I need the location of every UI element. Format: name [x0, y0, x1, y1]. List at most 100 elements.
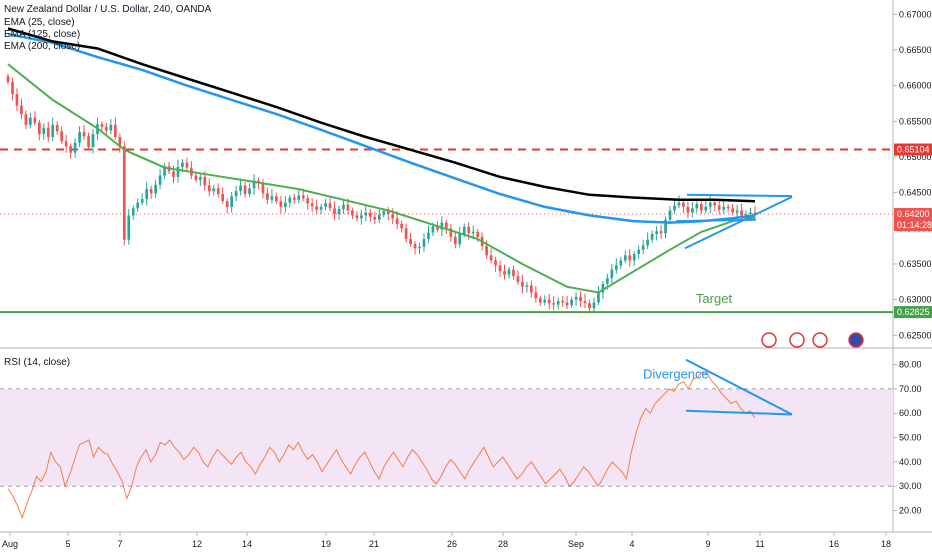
time-tick-label: 16	[829, 539, 839, 549]
candle-body	[324, 203, 327, 207]
time-tick-label: Sep	[568, 539, 584, 549]
candle-body	[230, 196, 233, 207]
candle-body	[677, 202, 681, 206]
candle-body	[64, 141, 68, 147]
chart-title: New Zealand Dollar / U.S. Dollar, 240, O…	[4, 4, 212, 15]
current-price-badge: 0.64200	[897, 209, 930, 219]
candle-body	[449, 228, 453, 237]
candle-body	[717, 205, 721, 210]
candle-body	[114, 124, 117, 137]
candle-body	[176, 166, 180, 177]
candle-body	[91, 134, 95, 147]
candle-body	[243, 185, 247, 195]
candle-body	[668, 210, 672, 220]
candle-body	[565, 302, 569, 306]
candle-body	[346, 204, 350, 211]
candle-body	[673, 205, 676, 211]
candle-body	[400, 224, 403, 229]
ema-125-line	[7, 32, 756, 224]
candle-body	[87, 136, 90, 147]
candle-body	[583, 301, 587, 304]
rsi-tick-label: 50.00	[899, 433, 922, 443]
time-tick-label: 21	[369, 539, 379, 549]
candle-body	[252, 180, 256, 189]
candle-body	[516, 276, 520, 282]
price-tick-label: 0.65000	[899, 152, 932, 162]
candle-body	[462, 226, 466, 234]
candle-body	[163, 166, 166, 176]
candle-body	[315, 206, 318, 210]
candle-body	[538, 298, 542, 303]
current-price-badge-bg	[894, 208, 932, 221]
candle-body	[82, 131, 86, 137]
candle-body	[498, 265, 502, 272]
rsi-panel: 80.00 70.00 60.00 50.00 40.00 30.00 20.00 Diver…	[0, 358, 922, 520]
time-tick-label: Aug	[2, 539, 18, 549]
candle-body	[507, 269, 511, 275]
candle-body	[637, 249, 641, 254]
candle-body	[570, 299, 573, 306]
candle-body	[118, 136, 122, 147]
rsi-legend[interactable]: RSI (14, close)	[4, 357, 71, 368]
candle-body	[55, 124, 59, 132]
candle-body	[592, 302, 596, 309]
ema-200-legend[interactable]: EMA (200, close)	[4, 41, 81, 52]
candle-body	[292, 197, 296, 200]
candle-body	[288, 197, 292, 203]
candle-body	[395, 218, 399, 225]
divergence-label: Divergence	[643, 366, 709, 381]
candle-body	[471, 231, 475, 234]
ema-25-line	[7, 63, 756, 294]
candle-body	[248, 188, 251, 195]
candle-body	[275, 196, 278, 202]
support-price-badge-bg	[894, 306, 932, 319]
candle-body	[422, 238, 426, 247]
event-flag-icon	[812, 332, 828, 348]
candle-body	[42, 127, 46, 135]
candle-body	[610, 269, 614, 279]
candle-body	[145, 189, 148, 200]
candle-body	[194, 175, 198, 180]
candle-body	[386, 211, 390, 215]
candle-body	[333, 208, 336, 215]
candle-body	[601, 283, 605, 293]
candle-body	[73, 142, 77, 153]
event-flags	[761, 332, 864, 348]
candle-body	[351, 210, 354, 216]
ema-125-legend[interactable]: EMA (125, close)	[4, 29, 81, 40]
candle-body	[60, 131, 64, 142]
candle-body	[525, 285, 529, 287]
candle-body	[512, 269, 515, 277]
ema-25-legend[interactable]: EMA (25, close)	[4, 17, 75, 28]
divergence-lower-line	[685, 409, 793, 416]
time-tick-label: 18	[881, 539, 891, 549]
rsi-tick-label: 40.00	[899, 457, 922, 467]
candle-body	[270, 196, 274, 200]
candle-body	[458, 233, 462, 244]
candle-body	[212, 188, 216, 192]
candle-body	[24, 114, 28, 125]
candle-body	[623, 255, 627, 261]
candle-body	[431, 226, 435, 233]
candle-body	[29, 117, 32, 125]
event-flag-icon	[848, 332, 864, 348]
candle-body	[382, 211, 386, 215]
time-tick-label: 11	[755, 539, 764, 549]
candle-body	[485, 246, 488, 256]
candle-body	[46, 127, 50, 137]
resistance-price-badge: 0.65104	[897, 145, 930, 155]
candle-body	[409, 238, 412, 244]
time-tick-label: 9	[705, 539, 710, 549]
candle-body	[440, 222, 444, 230]
triangle-lower-line	[684, 195, 793, 250]
candle-body	[530, 285, 533, 293]
rsi-tick-label: 30.00	[899, 481, 922, 491]
candle-body	[109, 124, 113, 131]
candle-body	[664, 219, 667, 234]
candle-body	[181, 162, 184, 167]
candle-body	[753, 212, 757, 215]
candle-body	[266, 193, 269, 200]
candle-body	[646, 239, 649, 246]
candle-body	[453, 236, 457, 244]
